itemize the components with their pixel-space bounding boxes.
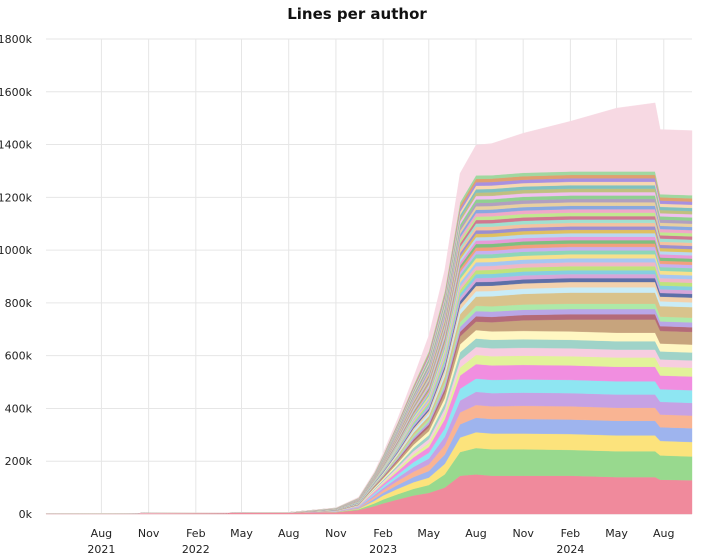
y-tick-label: 200k <box>5 455 33 468</box>
x-tick-year-label: 2023 <box>369 543 397 556</box>
x-tick-year-label: 2024 <box>556 543 584 556</box>
chart-title: Lines per author <box>287 5 427 23</box>
x-tick-label: Nov <box>325 527 347 540</box>
y-tick-label: 600k <box>5 350 33 363</box>
y-tick-label: 1400k <box>0 139 33 152</box>
y-tick-label: 1200k <box>0 191 33 204</box>
x-tick-label: Aug <box>278 527 299 540</box>
y-axis-ticks: 0k 200k 400k 600k 800k 1000k 1200k 1400k 1600k 18… <box>0 33 33 521</box>
x-axis-ticks: Aug 2021 Nov Feb 2022 May Aug Nov Feb 2023 May Aug N… <box>87 527 674 556</box>
x-tick-year-label: 2021 <box>87 543 115 556</box>
x-tick-label: May <box>230 527 253 540</box>
x-tick-label: Aug <box>653 527 674 540</box>
x-tick-label: Nov <box>138 527 160 540</box>
x-tick-year-label: 2022 <box>182 543 210 556</box>
stacked-areas <box>45 102 693 515</box>
x-tick-label: Feb <box>186 527 205 540</box>
x-tick-label: Feb <box>373 527 392 540</box>
y-tick-label: 400k <box>5 402 33 415</box>
x-tick-label: Aug <box>465 527 486 540</box>
series-area-50 <box>45 102 693 514</box>
y-tick-label: 1000k <box>0 244 33 257</box>
x-tick-label: May <box>417 527 440 540</box>
y-tick-label: 0k <box>19 508 33 521</box>
x-tick-label: Aug <box>91 527 112 540</box>
x-tick-label: Feb <box>561 527 580 540</box>
x-tick-label: Nov <box>512 527 534 540</box>
y-tick-label: 800k <box>5 297 33 310</box>
y-tick-label: 1600k <box>0 86 33 99</box>
y-tick-label: 1800k <box>0 33 33 46</box>
x-tick-label: May <box>605 527 628 540</box>
